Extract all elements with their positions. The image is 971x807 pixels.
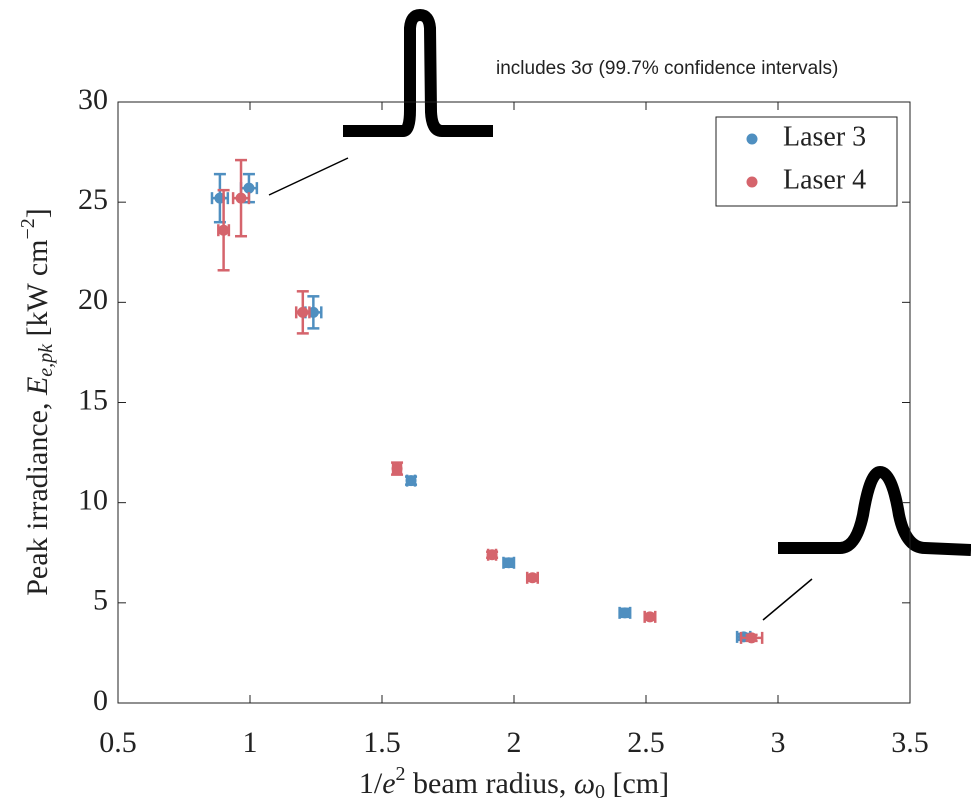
y-tick-label: 10 [78, 484, 108, 517]
legend-box [715, 116, 898, 207]
label-part: −2 [17, 218, 39, 239]
x-axis-label: 1/e2 beam radius, ω0 [cm] [359, 763, 669, 803]
point [644, 611, 656, 623]
x-tick-label: 1.5 [363, 726, 401, 759]
point [218, 224, 230, 236]
label-part: Peak irradiance, [21, 395, 54, 596]
y-tick-label: 25 [78, 183, 108, 216]
legend-marker [746, 133, 758, 145]
y-tick-label: 30 [78, 83, 108, 116]
point [405, 475, 417, 487]
pointer-line [762, 578, 813, 621]
beam-profile-bottom [778, 465, 971, 556]
y-tick-label: 5 [93, 584, 108, 617]
point [746, 632, 758, 644]
y-tick-label: 0 [93, 684, 108, 717]
label-part: 1/ [359, 767, 383, 800]
x-tick-label: 1 [243, 726, 258, 759]
label-part: E [21, 377, 54, 396]
label-part: ω [574, 767, 595, 800]
legend-label: Laser 4 [783, 164, 866, 195]
point [503, 557, 515, 569]
x-tick-label: 0.5 [99, 726, 137, 759]
y-tick-label: 15 [78, 383, 108, 416]
x-tick-label: 3.5 [891, 726, 929, 759]
beam-profile-top [343, 8, 493, 137]
label-part: [cm] [605, 767, 669, 800]
x-tick-label: 3 [771, 726, 786, 759]
label-part: e,pk [35, 343, 57, 377]
point [486, 549, 498, 561]
label-part: e [382, 767, 395, 800]
label-part: [kW cm [21, 240, 54, 344]
x-tick-label: 2 [507, 726, 522, 759]
point [297, 306, 309, 318]
x-tick-label: 2.5 [627, 726, 665, 759]
label-part: ] [21, 208, 54, 218]
label-part: beam radius, [406, 767, 574, 800]
point [391, 463, 403, 475]
y-tick-label: 20 [78, 283, 108, 316]
y-axis-label: Peak irradiance, Ee,pk [kW cm−2] [17, 208, 57, 596]
label-part: 0 [595, 781, 605, 803]
point [235, 192, 247, 204]
point [243, 182, 255, 194]
label-part: 2 [396, 763, 406, 785]
legend-label: Laser 3 [783, 121, 866, 152]
pointer-line [268, 157, 349, 196]
legend-marker [746, 176, 758, 188]
point [619, 607, 631, 619]
annotation: includes 3σ (99.7% confidence intervals) [496, 58, 838, 79]
point [526, 572, 538, 584]
